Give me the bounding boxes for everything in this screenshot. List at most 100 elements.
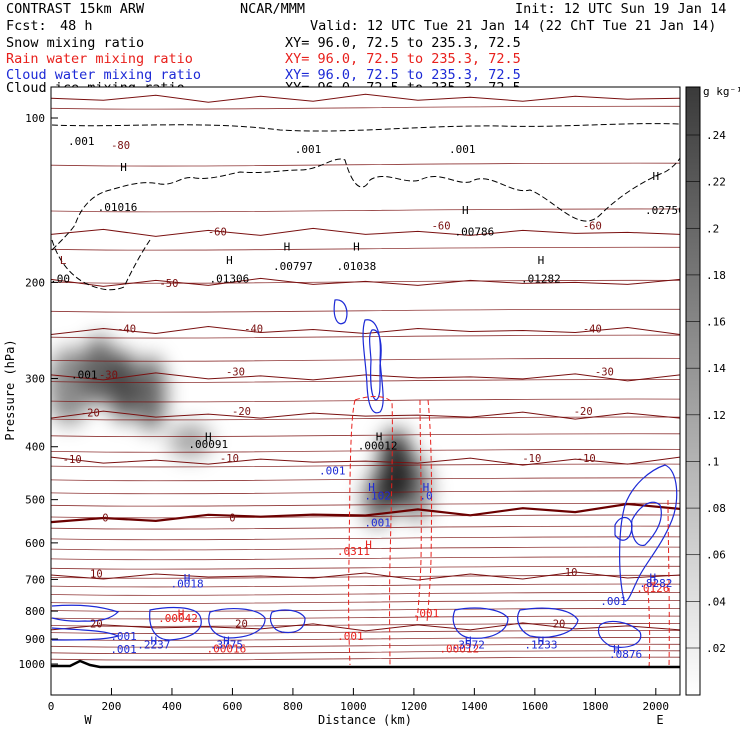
cloud-water-label: .0 (419, 490, 432, 503)
temperature-contour (51, 630, 680, 634)
rain-high-marker: H (178, 608, 185, 621)
cloud-water-label: .102 (364, 490, 391, 503)
cloud-water-low-5-contour (517, 607, 579, 638)
high-marker: H (205, 431, 212, 444)
x-tick-label: 200 (102, 700, 122, 713)
rain-label: .00042 (158, 612, 198, 625)
x-tick-label: 600 (223, 700, 243, 713)
cloud-water-core-inner-contour (369, 329, 382, 401)
temperature-label: -10 (220, 453, 239, 465)
cloud-water-label: .3775 (210, 638, 243, 651)
rain-high-marker: H (365, 539, 372, 552)
cloud-water-low-6-contour (597, 620, 642, 648)
snow-blob (82, 336, 117, 405)
low-marker: L (60, 254, 67, 267)
temperature-contour (51, 622, 680, 632)
high-marker: H (652, 170, 659, 183)
temperature-contour (51, 650, 680, 655)
cloud-ice-label: .00797 (273, 260, 313, 273)
cloud-ice-label: .00 (50, 272, 70, 285)
colorbar-tick-label: .06 (706, 549, 726, 562)
temperature-contour (51, 162, 680, 167)
cloud-water-east-small-contour (614, 516, 633, 541)
field-name-cloud-water: Cloud water mixing ratio (6, 67, 201, 83)
temperature-label: -40 (117, 323, 136, 335)
temperature-contour (51, 93, 680, 103)
temperature-contour (51, 379, 680, 383)
temperature-label: 20 (235, 618, 248, 630)
temperature-contour (51, 334, 680, 339)
temperature-contour (51, 525, 680, 530)
y-tick-label: 900 (25, 633, 45, 646)
temperature-contour (51, 246, 680, 251)
colorbar-tick-label: .16 (706, 316, 726, 329)
cloud-ice-top-contour (51, 123, 680, 132)
temperature-contour (51, 583, 680, 588)
x-tick-label: 1000 (340, 700, 367, 713)
temperature-contour (51, 502, 680, 524)
temperature-label: 20 (90, 618, 103, 630)
cloud-water-low-1-contour (149, 606, 202, 641)
rain-contour-east (647, 499, 670, 669)
west-label: W (84, 713, 92, 727)
surface-line (51, 659, 680, 669)
y-tick-label: 400 (25, 441, 45, 454)
temperature-contour (51, 514, 680, 519)
x-tick-label: 800 (283, 700, 303, 713)
colorbar-tick-label: .08 (706, 502, 726, 515)
temperature-contour (51, 279, 680, 284)
cloud-ice-label: .001 (449, 143, 476, 156)
temperature-label: -30 (99, 370, 118, 382)
temperature-contour (51, 227, 680, 237)
cloud-ice-west-contour (51, 239, 151, 291)
temperature-contour (51, 636, 680, 641)
high-marker: H (462, 204, 469, 217)
colorbar-tick-label: .2 (706, 222, 719, 235)
colorbar-ticks: .24 .22 .2 .18 .16 .14 .12 .1 .08 .06 .04 .02 (686, 129, 726, 655)
x-tick-label: 1800 (582, 700, 609, 713)
high-marker: H (538, 254, 545, 267)
colorbar-tick-label: .18 (706, 269, 726, 282)
cloud-water-label: .0018 (171, 578, 204, 591)
cloud-water-high-marker: H (649, 571, 656, 584)
temperature-label: -60 (583, 220, 602, 232)
cloud-water-high-marker: H (368, 481, 375, 494)
x-tick-label: 400 (162, 700, 182, 713)
fcst-value: 48 h (60, 18, 93, 34)
temperature-contour (51, 574, 680, 579)
colorbar-tick-label: .12 (706, 409, 726, 422)
rain-label: .00012 (439, 643, 479, 656)
cloud-water-low-3-contour (269, 609, 306, 634)
temperature-contour (51, 477, 680, 482)
valid-time: Valid: 12 UTC Tue 21 Jan 14 (22 ChT Tue … (310, 18, 716, 34)
cloud-water-high-marker: H (538, 635, 545, 648)
temperature-contour (51, 357, 680, 362)
cloud-water-small-contour (333, 299, 348, 325)
temperature-contour (51, 536, 680, 541)
cloud-water-low-4-contour (452, 607, 509, 639)
cloud-water-label: .8282 (639, 577, 672, 590)
rain-label: .0311 (337, 545, 370, 558)
temperature-label: -91.06 (540, 68, 578, 80)
y-tick-label: 500 (25, 494, 45, 507)
temperature-label: -60 (208, 226, 227, 238)
temperature-label: -40 (244, 323, 263, 335)
field-xy-cloud-water: XY= 96.0, 72.5 to 235.3, 72.5 (285, 67, 521, 83)
colorbar-tick-label: .04 (706, 595, 726, 608)
snow-shading (51, 336, 431, 527)
cloud-ice-label: .01306 (210, 272, 250, 285)
low-marker: L (544, 40, 551, 53)
title-center: NCAR/MMM (240, 1, 305, 17)
cloud-ice-label: .00091 (188, 438, 228, 451)
init-time: Init: 12 UTC Sun 19 Jan 14 (515, 1, 726, 17)
temperature-label: 10 (90, 568, 103, 580)
cloud-ice-label: .001 (295, 143, 322, 156)
field-name-rain: Rain water mixing ratio (6, 51, 193, 67)
x-tick-label: 1600 (522, 700, 549, 713)
y-tick-label: 600 (25, 537, 45, 550)
temperature-label: -20 (574, 406, 593, 418)
cloud-water-high-marker: H (613, 643, 620, 656)
y-tick-label: 1000 (19, 658, 46, 671)
x-tick-label: 2000 (643, 700, 670, 713)
temperature-label: -40 (583, 323, 602, 335)
